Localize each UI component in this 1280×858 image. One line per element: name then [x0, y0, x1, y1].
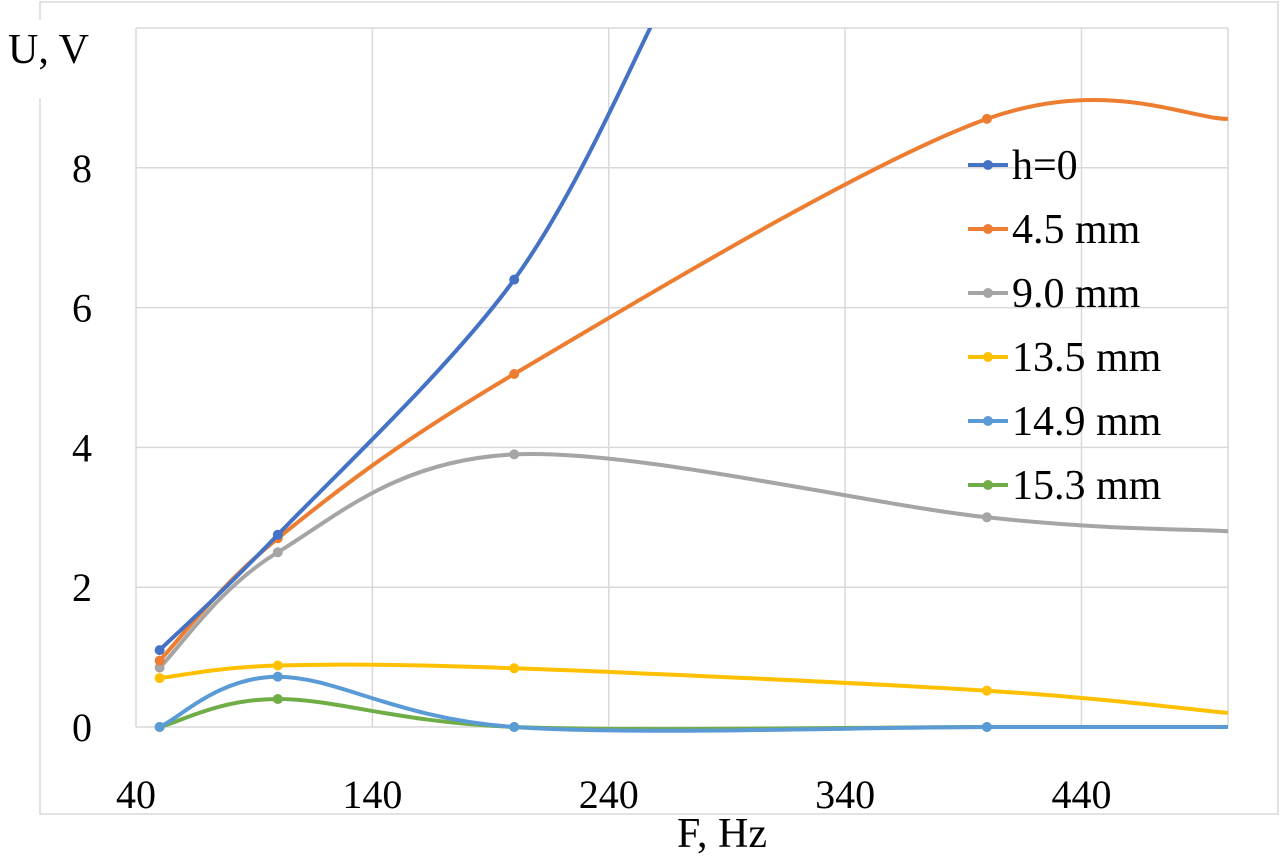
y-tick-label: 0 — [72, 705, 92, 750]
legend-label-9-0-mm: 9.0 mm — [1012, 271, 1141, 317]
y-label-backdrop — [0, 20, 128, 98]
legend-marker-4-5-mm — [983, 224, 993, 234]
y-tick-label: 4 — [72, 425, 92, 470]
series-line-14-9-mm — [158, 674, 1228, 733]
legend-marker-13-5-mm — [983, 352, 993, 362]
legend-marker-h-0 — [983, 160, 993, 170]
legend-label-15-3-mm: 15.3 mm — [1012, 463, 1162, 509]
data-point-15-3-mm — [272, 694, 283, 705]
legend-label-14-9-mm: 14.9 mm — [1012, 399, 1162, 445]
data-point-14-9-mm — [154, 722, 165, 732]
x-axis-label: F, Hz — [677, 811, 767, 857]
series-line-9-0-mm — [158, 451, 1228, 670]
data-point-13-5-mm — [509, 663, 520, 674]
series-line-h-0 — [158, 28, 653, 652]
data-point-h-0 — [272, 529, 283, 540]
x-tick-label: 40 — [116, 772, 156, 817]
legend-marker-15-3-mm — [983, 480, 993, 490]
legend-marker-9-0-mm — [983, 288, 993, 298]
data-point-13-5-mm — [272, 660, 283, 671]
x-tick-label: 340 — [815, 772, 875, 817]
data-point-4-5-mm — [509, 369, 520, 380]
y-tick-label: 6 — [72, 286, 92, 331]
data-point-13-5-mm — [154, 673, 165, 684]
series-lines — [154, 28, 1228, 733]
y-axis-label: U, V — [8, 27, 89, 73]
y-tick-label: 8 — [72, 146, 92, 191]
data-point-9-0-mm — [272, 547, 283, 558]
data-point-h-0 — [154, 645, 165, 656]
legend-label-13-5-mm: 13.5 mm — [1012, 335, 1162, 381]
x-tick-label: 240 — [579, 772, 639, 817]
legend-label-h-0: h=0 — [1012, 143, 1078, 189]
data-point-4-5-mm — [154, 655, 165, 666]
data-point-14-9-mm — [509, 722, 520, 732]
x-tick-label: 440 — [1051, 772, 1111, 817]
x-tick-label: 140 — [342, 772, 402, 817]
legend-marker-14-9-mm — [983, 416, 993, 426]
data-point-9-0-mm — [154, 662, 165, 673]
data-point-4-5-mm — [981, 113, 992, 124]
data-point-h-0 — [509, 274, 520, 285]
legend: h=0 4.5 mm 9.0 mm 13.5 mm 14.9 mm 15.3 mm — [968, 143, 1162, 509]
data-point-14-9-mm — [981, 722, 992, 732]
data-point-14-9-mm — [272, 671, 283, 682]
tick-labels: 40 140 240 340 440 0 2 4 6 8 — [72, 146, 1111, 817]
y-tick-label: 2 — [72, 565, 92, 610]
data-point-9-0-mm — [981, 512, 992, 523]
legend-label-4-5-mm: 4.5 mm — [1012, 207, 1141, 253]
data-point-13-5-mm — [981, 685, 992, 696]
data-point-9-0-mm — [509, 449, 520, 460]
